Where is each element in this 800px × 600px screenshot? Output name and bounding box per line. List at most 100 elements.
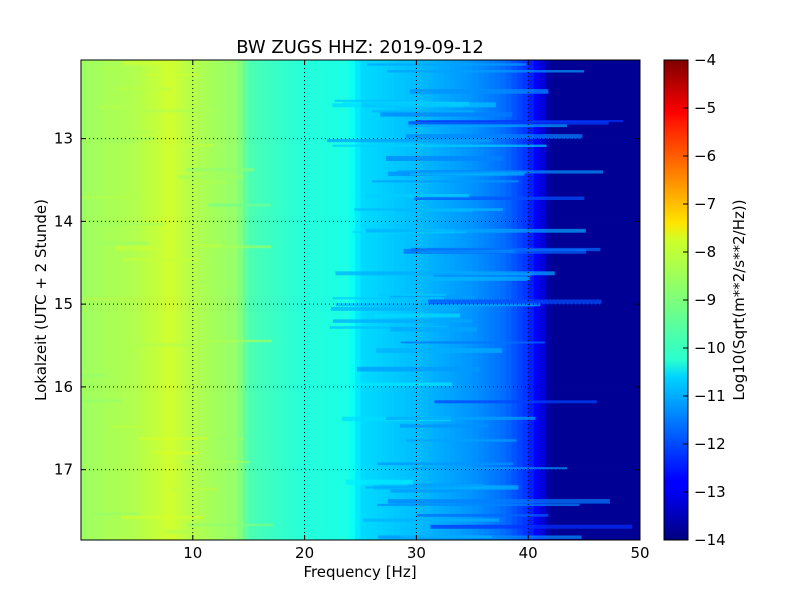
- colorbar-tick-label: −8: [694, 243, 716, 261]
- heatmap-stripe: [390, 489, 471, 493]
- heatmap-cell: [176, 60, 183, 540]
- heatmap-stripe: [100, 139, 135, 143]
- heatmap-cell: [354, 60, 362, 540]
- chart-title: BW ZUGS HHZ: 2019-09-12: [236, 37, 484, 58]
- heatmap-cell: [606, 60, 613, 540]
- heatmap-stripe: [408, 121, 609, 125]
- heatmap-cell: [612, 60, 619, 540]
- heatmap-stripe: [372, 110, 475, 113]
- y-tick-label: 14: [54, 212, 73, 230]
- colorbar-tick-label: −12: [694, 435, 726, 453]
- heatmap-stripe: [93, 137, 156, 141]
- heatmap-cell: [600, 60, 608, 540]
- heatmap-cell: [332, 60, 339, 540]
- y-tick-label: 15: [54, 295, 73, 313]
- heatmap-cell: [382, 60, 390, 540]
- colorbar-label: Log10(Sqrt(m**2/s**2/Hz)): [730, 199, 748, 400]
- heatmap-stripe: [123, 60, 167, 65]
- heatmap-stripe: [387, 70, 585, 73]
- heatmap-cell: [153, 60, 160, 540]
- heatmap-stripe: [376, 348, 503, 353]
- y-tick-label: 16: [54, 378, 73, 396]
- heatmap-stripe: [367, 63, 526, 66]
- heatmap-stripe: [397, 170, 604, 174]
- heatmap-stripe: [387, 499, 610, 504]
- heatmap-stripe: [365, 228, 586, 233]
- heatmap-cell: [81, 60, 88, 540]
- heatmap-cell: [170, 60, 177, 540]
- colorbar-tick-label: −7: [694, 195, 716, 213]
- heatmap-cell: [220, 60, 227, 540]
- heatmap-cell: [310, 60, 317, 540]
- heatmap-stripe: [147, 73, 200, 76]
- heatmap-stripe: [156, 451, 199, 455]
- heatmap-stripe: [332, 144, 547, 147]
- heatmap-cell: [338, 60, 345, 540]
- heatmap-cell: [271, 60, 278, 540]
- heatmap-cell: [293, 60, 300, 540]
- heatmap-stripe: [406, 439, 517, 442]
- heatmap-stripe: [327, 139, 492, 143]
- heatmap-stripe: [332, 319, 473, 323]
- heatmap-stripe: [82, 399, 122, 403]
- heatmap-stripe: [378, 293, 446, 297]
- heatmap-cell: [377, 60, 384, 540]
- heatmap-cell: [243, 60, 250, 540]
- heatmap-stripe: [430, 524, 633, 529]
- heatmap-stripe: [187, 244, 221, 248]
- plot-frame: [80, 59, 641, 541]
- x-axis-label: Frequency [Hz]: [303, 563, 416, 581]
- heatmap-cell: [326, 60, 334, 540]
- heatmap-stripe: [82, 374, 106, 377]
- heatmap-stripe: [122, 258, 201, 262]
- heatmap-stripe: [98, 67, 143, 71]
- y-axis-ticks: 13 14 15 16 17: [54, 130, 640, 479]
- x-tick-label: 30: [407, 544, 426, 562]
- heatmap-cell: [366, 60, 373, 540]
- heatmap-cell: [148, 60, 155, 540]
- heatmap-cell: [282, 60, 289, 540]
- heatmap-stripe: [171, 144, 214, 147]
- heatmap-stripe: [81, 196, 134, 199]
- heatmap-stripe: [409, 171, 525, 176]
- heatmap-cell: [371, 60, 378, 540]
- heatmap-cell: [405, 60, 412, 540]
- heatmap-stripe: [365, 193, 469, 198]
- heatmap-stripe: [164, 529, 204, 534]
- colorbar-tick-label: −10: [694, 339, 726, 357]
- heatmap-stripe: [100, 241, 148, 245]
- colorbar-tick-label: −14: [694, 531, 726, 549]
- colorbar-tick-label: −13: [694, 483, 726, 501]
- heatmap-cell: [259, 60, 267, 540]
- grid-lines: [81, 60, 640, 540]
- heatmap-stripe: [407, 483, 483, 487]
- colorbar-tick-label: −11: [694, 387, 726, 405]
- heatmap-cell: [187, 60, 194, 540]
- heatmap-cell: [248, 60, 255, 540]
- heatmap-stripe: [358, 382, 453, 386]
- colorbar: −4 −5 −6 −7 −8 −9 −10 −11 −12 −13 −14 Log10(Sqrt(m…: [663, 51, 748, 549]
- heatmap-stripe: [374, 313, 460, 318]
- colorbar-tick-label: −4: [694, 51, 716, 69]
- heatmap-cell: [237, 60, 244, 540]
- heatmap: [81, 60, 640, 540]
- x-tick-label: 40: [519, 544, 538, 562]
- heatmap-stripe: [399, 424, 489, 428]
- heatmap-stripe: [127, 343, 192, 347]
- x-tick-label: 10: [183, 544, 202, 562]
- heatmap-stripe: [390, 327, 477, 332]
- heatmap-stripe: [185, 167, 255, 172]
- heatmap-stripe: [345, 479, 414, 485]
- heatmap-stripe: [377, 462, 514, 466]
- heatmap-stripe: [414, 196, 585, 201]
- heatmap-stripe: [92, 512, 140, 515]
- heatmap-stripe: [96, 353, 137, 356]
- heatmap-stripe: [356, 366, 481, 372]
- heatmap-stripe: [213, 437, 245, 441]
- heatmap-cell: [623, 60, 630, 540]
- heatmap-cell: [287, 60, 295, 540]
- heatmap-stripe: [409, 89, 549, 94]
- heatmap-cell: [209, 60, 216, 540]
- heatmap-stripe: [171, 487, 218, 491]
